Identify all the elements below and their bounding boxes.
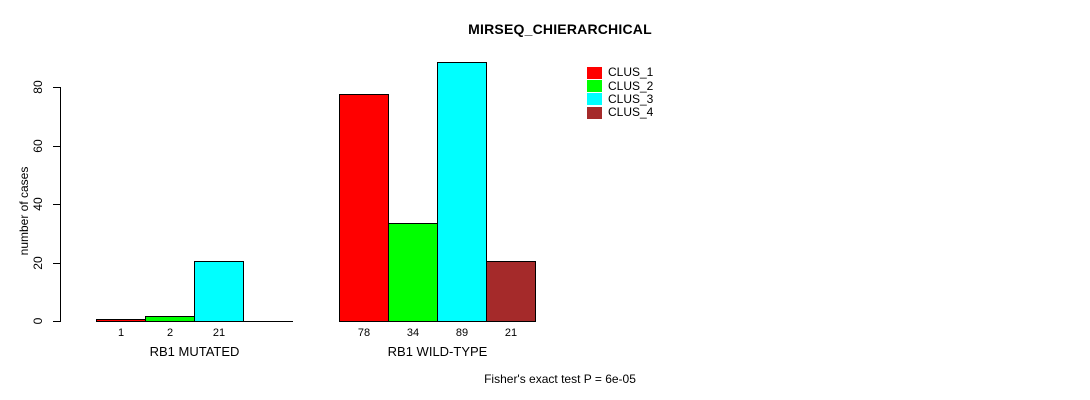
- y-tick-label: 40: [31, 197, 45, 211]
- legend-label: CLUS_2: [608, 78, 654, 93]
- legend-label: CLUS_3: [608, 91, 654, 106]
- bar-clus_3: [194, 261, 244, 322]
- annotation-text: Fisher's exact test P = 6e-05: [484, 372, 636, 386]
- bar-clus_1: [339, 94, 389, 322]
- bar-clus_2: [145, 316, 195, 322]
- legend: CLUS_1 CLUS_2 CLUS_3 CLUS_4: [587, 66, 653, 120]
- legend-swatch-icon: [587, 80, 602, 93]
- y-tick: [53, 204, 60, 205]
- y-tick: [53, 321, 60, 322]
- bar-value-label: 1: [117, 327, 125, 339]
- legend-label: CLUS_1: [608, 65, 654, 80]
- bar-clus_1: [96, 319, 146, 322]
- y-tick: [53, 87, 60, 88]
- y-tick-label: 80: [31, 80, 45, 94]
- legend-row: CLUS_2: [587, 78, 654, 93]
- bar-value-label: 34: [406, 327, 420, 339]
- bar-value-label: 89: [455, 327, 469, 339]
- bar-clus_3: [437, 62, 487, 322]
- bar-value-label: 78: [357, 327, 371, 339]
- legend-swatch-icon: [587, 93, 602, 106]
- y-tick-label: 60: [31, 139, 45, 153]
- group-label: RB1 MUTATED: [149, 344, 240, 359]
- y-tick: [53, 263, 60, 264]
- y-axis-line: [60, 87, 61, 322]
- legend-swatch-icon: [587, 66, 602, 79]
- bar-value-label: 21: [504, 327, 518, 339]
- group-label: RB1 WILD-TYPE: [387, 344, 488, 359]
- bar-value-label: 2: [166, 327, 174, 339]
- legend-row: CLUS_1: [587, 66, 653, 79]
- legend-row: CLUS_4: [587, 106, 653, 119]
- y-axis-title: number of cases: [17, 166, 31, 256]
- y-tick: [53, 146, 60, 147]
- bar-clus_2: [388, 223, 438, 322]
- y-tick-label: 0: [31, 317, 45, 325]
- y-tick-label: 20: [31, 256, 45, 270]
- bar-clus_4: [486, 261, 536, 322]
- bar-value-label: 21: [212, 327, 226, 339]
- legend-swatch-icon: [587, 106, 602, 119]
- chart-title: MIRSEQ_CHIERARCHICAL: [468, 21, 652, 37]
- legend-label: CLUS_4: [608, 105, 654, 120]
- legend-row: CLUS_3: [587, 91, 654, 106]
